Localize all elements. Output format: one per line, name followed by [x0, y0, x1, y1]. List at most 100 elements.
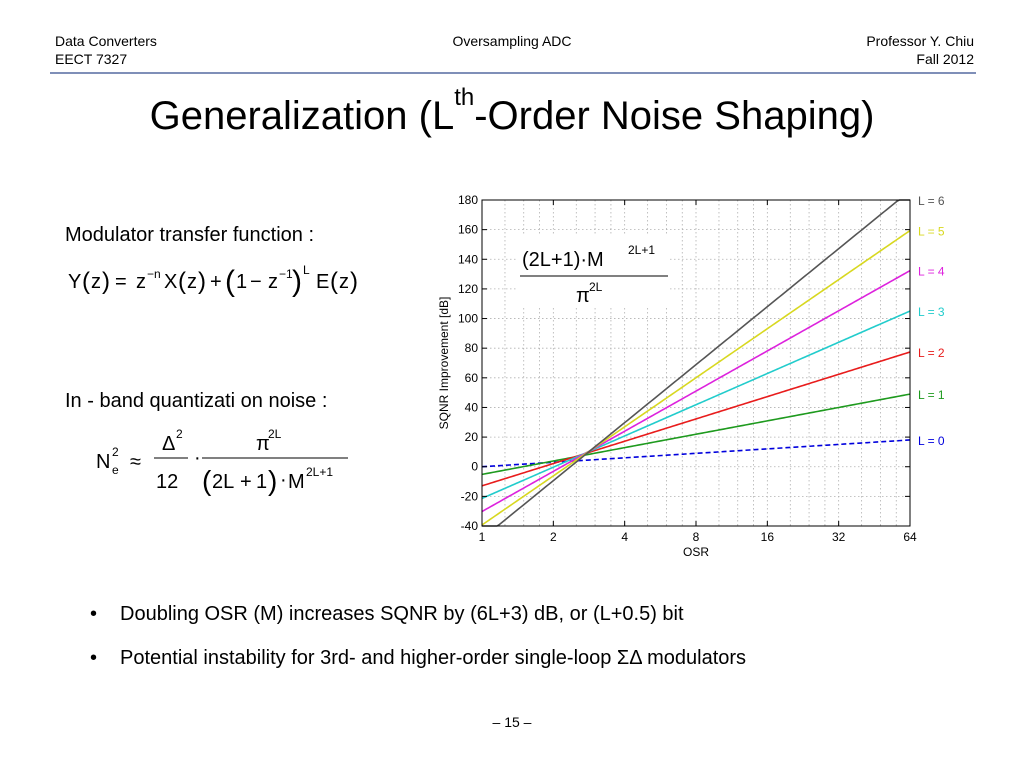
x-tick-label: 32: [832, 530, 846, 544]
sqnr-chart: L = 0 L = 1 L = 2 L = 3 L = 4 L = 5 L = 6 -40 -2…: [437, 193, 945, 559]
svg-text:z: z: [268, 271, 278, 293]
y-tick-label: 180: [458, 193, 478, 207]
bullet-dot: •: [90, 647, 98, 669]
x-axis-label: OSR: [683, 545, 709, 559]
series-line: [481, 351, 911, 487]
svg-text:z: z: [339, 271, 349, 293]
term: Fall 2012: [916, 51, 974, 67]
svg-text:(: (: [330, 268, 338, 295]
svg-text:=: =: [115, 271, 127, 293]
y-tick-label: 40: [465, 400, 479, 414]
formula-denominator: π: [576, 285, 590, 307]
title-main: Generalization (L: [149, 94, 455, 138]
svg-text:): ): [268, 465, 277, 496]
svg-text:≈: ≈: [130, 451, 141, 473]
bullet-list: • Doubling OSR (M) increases SQNR by (6L+…: [90, 600, 746, 688]
y-tick-label: -20: [461, 489, 479, 503]
page-number: – 15 –: [492, 714, 532, 730]
slide-title: Generalization (Lth-Order Noise Shaping): [0, 86, 1024, 144]
svg-text:X: X: [164, 271, 177, 293]
svg-text:+: +: [210, 271, 222, 293]
svg-text:−1: −1: [279, 267, 293, 281]
svg-text:2: 2: [176, 427, 183, 441]
svg-text:Y: Y: [68, 271, 81, 293]
series-line: [481, 229, 911, 526]
transfer-function-equation: Y (z) = z −n X (z) + (1− z −1 ) L E (z): [68, 263, 358, 298]
y-tick-label: 100: [458, 312, 478, 326]
svg-text:1: 1: [256, 471, 267, 493]
title-superscript: th: [454, 84, 475, 111]
legend-label: L = 6: [918, 194, 945, 208]
svg-text:e: e: [112, 463, 119, 477]
svg-text:(: (: [178, 268, 186, 295]
formula-annotation: (2L+1)·M 2L+1 π 2L: [518, 236, 670, 307]
series-line: [482, 199, 910, 527]
svg-text:1: 1: [236, 271, 247, 293]
y-tick-label: 60: [465, 371, 479, 385]
legend-label: L = 4: [918, 265, 945, 279]
header-right: Professor Y. Chiu Fall 2012: [866, 32, 974, 68]
y-tick-label: 140: [458, 252, 478, 266]
header-topic: Oversampling ADC: [452, 33, 572, 49]
svg-text:L: L: [303, 263, 310, 277]
course-name: Data Converters: [55, 33, 157, 49]
formula-numerator-exponent: 2L+1: [628, 243, 655, 257]
svg-text:+: +: [240, 471, 252, 493]
svg-text:z: z: [136, 271, 146, 293]
bullet-text: Potential instability for 3rd- and highe…: [120, 647, 747, 669]
svg-text:2: 2: [112, 445, 119, 459]
bullet-item: • Potential instability for 3rd- and high…: [90, 644, 746, 688]
y-axis-label: SQNR Improvement [dB]: [437, 297, 451, 430]
bullet-item: • Doubling OSR (M) increases SQNR by (6L+…: [90, 600, 746, 644]
svg-text:M: M: [288, 471, 305, 493]
y-tick-label: 20: [465, 430, 479, 444]
svg-text:): ): [102, 268, 110, 295]
svg-text:(: (: [82, 268, 90, 295]
svg-text:−n: −n: [147, 267, 161, 281]
legend-label: L = 0: [918, 434, 945, 448]
y-tick-label: 120: [458, 282, 478, 296]
bullet-dot: •: [90, 603, 98, 625]
y-tick-label: -40: [461, 519, 479, 533]
svg-text:2L+1: 2L+1: [306, 465, 333, 479]
svg-text:·: ·: [194, 447, 201, 469]
svg-text:·: ·: [280, 469, 287, 491]
x-tick-label: 4: [621, 530, 628, 544]
svg-text:E: E: [316, 271, 329, 293]
svg-text:): ): [198, 268, 206, 295]
header-divider: [50, 72, 976, 74]
x-tick-label: 64: [903, 530, 917, 544]
svg-text:2L: 2L: [212, 471, 234, 493]
series-line: [481, 310, 911, 500]
legend-label: L = 3: [918, 305, 945, 319]
header-left: Data Converters EECT 7327: [55, 32, 157, 68]
formula-numerator: (2L+1)·M: [522, 249, 604, 271]
svg-text:): ): [350, 268, 358, 295]
y-tick-label: 80: [465, 341, 479, 355]
y-tick-label: 0: [471, 460, 478, 474]
legend-label: L = 2: [918, 346, 945, 360]
svg-text:z: z: [91, 271, 101, 293]
svg-text:(: (: [225, 265, 235, 298]
legend-label: L = 5: [918, 225, 945, 239]
svg-text:2L: 2L: [268, 427, 282, 441]
formula-background: [518, 236, 670, 306]
instructor: Professor Y. Chiu: [866, 33, 974, 49]
x-tick-label: 2: [550, 530, 557, 544]
series-line: [481, 269, 911, 513]
course-code: EECT 7327: [55, 51, 128, 67]
transfer-function-label: Modulator transfer function :: [65, 224, 315, 246]
legend-label: L = 1: [918, 388, 945, 402]
svg-text:z: z: [187, 271, 197, 293]
svg-text:12: 12: [156, 471, 178, 493]
svg-text:(: (: [202, 465, 212, 496]
svg-text:π: π: [256, 433, 270, 455]
svg-text:Δ: Δ: [162, 433, 175, 455]
y-tick-label: 160: [458, 223, 478, 237]
svg-text:): ): [292, 265, 302, 298]
x-tick-label: 16: [761, 530, 775, 544]
quant-noise-label: In - band quantizati on noise :: [65, 390, 328, 412]
svg-text:−: −: [250, 271, 262, 293]
title-rest: -Order Noise Shaping): [474, 94, 875, 138]
